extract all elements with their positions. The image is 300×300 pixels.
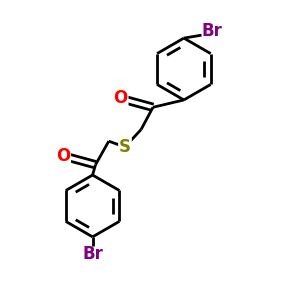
Text: Br: Br	[201, 22, 222, 40]
Text: Br: Br	[82, 244, 103, 262]
Text: O: O	[113, 89, 128, 107]
Text: O: O	[56, 147, 70, 165]
Text: S: S	[119, 138, 131, 156]
